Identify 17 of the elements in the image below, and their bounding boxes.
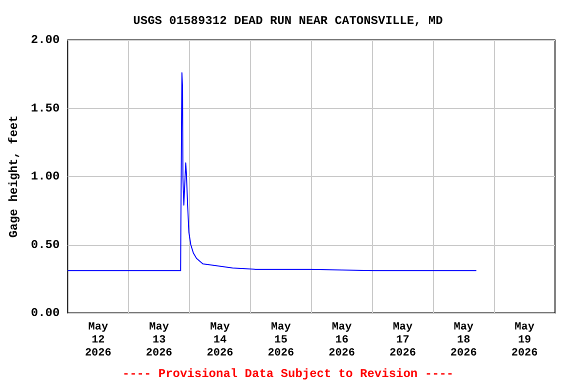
y-tick-label: 0.00 [30,306,60,320]
x-tick-label: May 12 2026 [84,322,112,360]
x-tick-label: May 15 2026 [268,322,294,360]
x-tick-label: May 16 2026 [328,322,356,360]
y-tick-label: 2.00 [30,33,60,47]
x-tick-label: May 13 2026 [146,322,172,360]
y-tick-label: 0.50 [30,238,60,252]
y-tick-label: 1.50 [30,101,60,116]
x-tick-label: May 19 2026 [511,322,538,360]
text: ---- Provisional Data Subject to Revision ---- [122,367,454,381]
x-tick-label: May 14 2026 [206,322,234,360]
y-axis-title: Gage height, feet [7,115,21,238]
chart-title: USGS 01589312 DEAD RUN NEAR CATONSVILLE, MD [133,14,443,28]
line-series [67,72,477,272]
x-tick-label: May 18 2026 [450,322,477,360]
x-tick-label: May 17 2026 [390,322,416,360]
y-tick-label: 1.00 [30,170,60,184]
